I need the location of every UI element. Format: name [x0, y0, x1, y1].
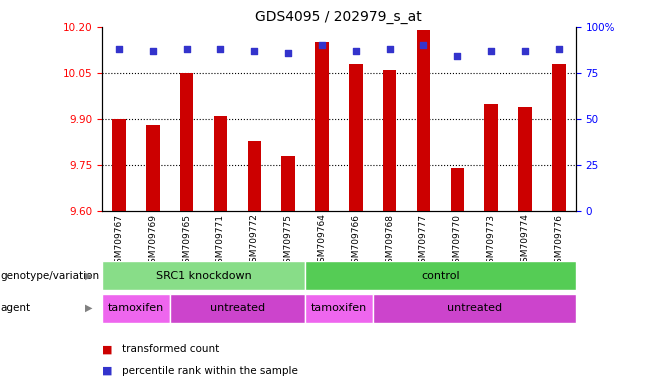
Bar	[305, 294, 372, 323]
Point	[215, 46, 226, 52]
Bar	[349, 64, 363, 211]
Text: GSM709776: GSM709776	[554, 214, 563, 268]
Text: transformed count: transformed count	[122, 344, 219, 354]
Point	[249, 48, 259, 54]
Text: GSM709771: GSM709771	[216, 214, 225, 268]
Text: SRC1 knockdown: SRC1 knockdown	[156, 270, 251, 281]
Bar	[180, 73, 193, 211]
Bar	[383, 70, 396, 211]
Point	[316, 42, 327, 48]
Text: GSM709767: GSM709767	[114, 214, 124, 268]
Point	[384, 46, 395, 52]
Text: control: control	[421, 270, 460, 281]
Point	[147, 48, 158, 54]
Text: tamoxifen: tamoxifen	[311, 303, 367, 313]
Text: ■: ■	[102, 344, 113, 354]
Bar	[112, 119, 126, 211]
Bar	[247, 141, 261, 211]
Point	[283, 50, 293, 56]
Text: GSM709777: GSM709777	[419, 214, 428, 268]
Text: GSM709764: GSM709764	[317, 214, 326, 268]
Bar	[552, 64, 566, 211]
Text: GSM709770: GSM709770	[453, 214, 462, 268]
Text: GSM709768: GSM709768	[385, 214, 394, 268]
Bar	[305, 261, 576, 290]
Text: untreated: untreated	[447, 303, 502, 313]
Text: untreated: untreated	[210, 303, 265, 313]
Text: genotype/variation: genotype/variation	[0, 270, 99, 281]
Bar	[102, 294, 170, 323]
Bar	[372, 294, 576, 323]
Bar	[417, 30, 430, 211]
Point	[486, 48, 496, 54]
Text: GSM709766: GSM709766	[351, 214, 361, 268]
Text: percentile rank within the sample: percentile rank within the sample	[122, 366, 297, 376]
Point	[452, 53, 463, 60]
Point	[182, 46, 192, 52]
Bar	[170, 294, 305, 323]
Bar	[315, 42, 329, 211]
Bar	[146, 125, 159, 211]
Text: GSM709773: GSM709773	[487, 214, 495, 268]
Point	[553, 46, 564, 52]
Text: GSM709769: GSM709769	[148, 214, 157, 268]
Title: GDS4095 / 202979_s_at: GDS4095 / 202979_s_at	[255, 10, 422, 25]
Bar	[519, 107, 532, 211]
Text: ▶: ▶	[85, 303, 93, 313]
Text: ▶: ▶	[85, 270, 93, 281]
Text: GSM709765: GSM709765	[182, 214, 191, 268]
Point	[520, 48, 530, 54]
Bar	[451, 168, 464, 211]
Point	[114, 46, 124, 52]
Text: agent: agent	[0, 303, 30, 313]
Text: GSM709775: GSM709775	[284, 214, 293, 268]
Text: GSM709774: GSM709774	[520, 214, 530, 268]
Text: ■: ■	[102, 366, 113, 376]
Point	[351, 48, 361, 54]
Text: tamoxifen: tamoxifen	[108, 303, 164, 313]
Text: GSM709772: GSM709772	[250, 214, 259, 268]
Bar	[102, 261, 305, 290]
Bar	[484, 104, 498, 211]
Bar	[282, 156, 295, 211]
Point	[418, 42, 429, 48]
Bar	[214, 116, 227, 211]
